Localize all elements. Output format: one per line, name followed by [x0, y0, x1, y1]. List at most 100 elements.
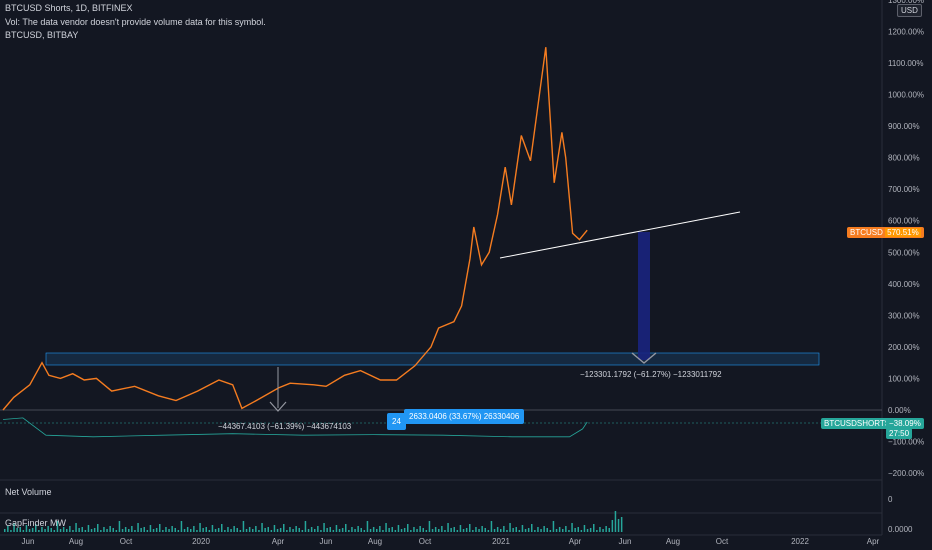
volume-bar: [137, 523, 139, 532]
big-measure-arrow: [638, 232, 650, 360]
net-volume-title[interactable]: Net Volume: [5, 487, 52, 497]
volume-bar: [379, 526, 381, 532]
volume-bar: [524, 529, 527, 532]
volume-bar: [44, 529, 46, 532]
volume-bar: [620, 517, 623, 532]
volume-bar: [103, 527, 105, 532]
y-tick-label: 1000.00%: [888, 91, 924, 100]
volume-bar: [543, 526, 545, 532]
volume-bar: [391, 527, 393, 532]
volume-bar: [171, 526, 173, 532]
volume-bar: [596, 530, 598, 532]
volume-bar: [255, 526, 257, 532]
legend-compare[interactable]: BTCUSD, BITBAY: [5, 30, 79, 40]
x-tick-label: Oct: [419, 537, 432, 546]
volume-bar: [469, 524, 471, 532]
volume-bar: [351, 527, 353, 532]
currency-badge[interactable]: USD: [897, 4, 922, 17]
x-tick-label: Apr: [272, 537, 285, 546]
volume-bar: [196, 530, 198, 532]
volume-bar: [568, 530, 570, 532]
volume-bar: [165, 527, 167, 532]
volume-bar: [217, 528, 220, 532]
volume-bar: [493, 529, 496, 532]
volume-bar: [348, 530, 350, 532]
volume-bar: [314, 529, 316, 532]
gapfinder-title[interactable]: GapFinder MW: [5, 518, 67, 528]
volume-bar: [527, 528, 530, 532]
volume-bar: [450, 528, 452, 532]
volume-bar: [289, 527, 291, 532]
volume-bar: [459, 525, 462, 532]
volume-bar: [41, 527, 43, 532]
volume-bar: [25, 525, 28, 532]
btcusd-series-line: [2, 47, 588, 411]
volume-bar: [385, 523, 387, 532]
trend-line: [499, 211, 741, 259]
volume-bar: [465, 528, 468, 532]
volume-bar: [447, 523, 449, 532]
volume-bar: [273, 525, 276, 532]
y-tick-label: 500.00%: [888, 248, 920, 257]
volume-bar: [115, 530, 118, 532]
volume-bar: [224, 530, 226, 532]
volume-bar: [425, 530, 428, 532]
volume-bar: [59, 529, 62, 532]
volume-bar: [428, 521, 431, 532]
volume-bar: [121, 529, 124, 532]
volume-bar: [360, 528, 362, 532]
shorts-tag-value: −38.09%: [886, 418, 924, 429]
legend-title[interactable]: BTCUSD Shorts, 1D, BITFINEX: [5, 3, 133, 13]
volume-bar: [388, 528, 390, 532]
x-tick-label: Apr: [569, 537, 582, 546]
volume-bar: [422, 528, 424, 532]
volume-bar: [332, 530, 335, 532]
volume-bar: [478, 529, 480, 532]
volume-bar: [574, 528, 576, 532]
volume-bar: [258, 530, 260, 532]
volume-bar: [31, 528, 34, 532]
gap-tick-label: 0.0000: [888, 525, 913, 534]
volume-bar: [562, 529, 564, 532]
y-tick-label: −100.00%: [888, 438, 924, 447]
volume-bar: [242, 521, 245, 532]
volume-bar: [202, 528, 204, 532]
y-tick-label: 400.00%: [888, 280, 920, 289]
volume-bar: [128, 529, 130, 532]
measure-box-prefix[interactable]: 24: [387, 413, 406, 430]
y-tick-label: 1300.00%: [888, 0, 924, 5]
volume-bar: [109, 526, 111, 532]
y-tick-label: 900.00%: [888, 122, 920, 131]
volume-bar: [577, 527, 579, 532]
range-box: [45, 352, 820, 366]
shorts-tag-timer: 27:50: [886, 428, 913, 439]
volume-bar: [512, 528, 514, 532]
volume-bar: [227, 527, 229, 532]
small-arrow-head: [269, 401, 287, 412]
volume-bar: [549, 530, 552, 532]
volume-bar: [13, 523, 15, 532]
volume-bar: [72, 530, 74, 532]
legend-volume[interactable]: Vol: The data vendor doesn't provide vol…: [5, 17, 266, 27]
volume-bar: [221, 524, 223, 532]
volume-bar: [617, 519, 620, 532]
y-tick-label: 200.00%: [888, 343, 920, 352]
volume-bar: [580, 530, 583, 532]
volume-bar: [190, 529, 192, 532]
volume-bar: [434, 527, 437, 532]
volume-bar: [320, 530, 322, 532]
volume-bar: [614, 511, 617, 532]
measure-box-label[interactable]: 2633.0406 (33.67%) 26330406: [404, 409, 525, 424]
y-tick-label: 1100.00%: [888, 59, 923, 68]
volume-bar: [317, 526, 319, 532]
x-tick-label: Jun: [320, 537, 333, 546]
volume-bar: [69, 526, 71, 532]
volume-bar: [410, 530, 412, 532]
volume-bar: [599, 527, 601, 532]
volume-bar: [372, 527, 375, 532]
volume-bar: [19, 527, 21, 532]
volume-bar: [518, 530, 521, 532]
volume-bar: [53, 530, 56, 532]
volume-bar: [400, 529, 403, 532]
